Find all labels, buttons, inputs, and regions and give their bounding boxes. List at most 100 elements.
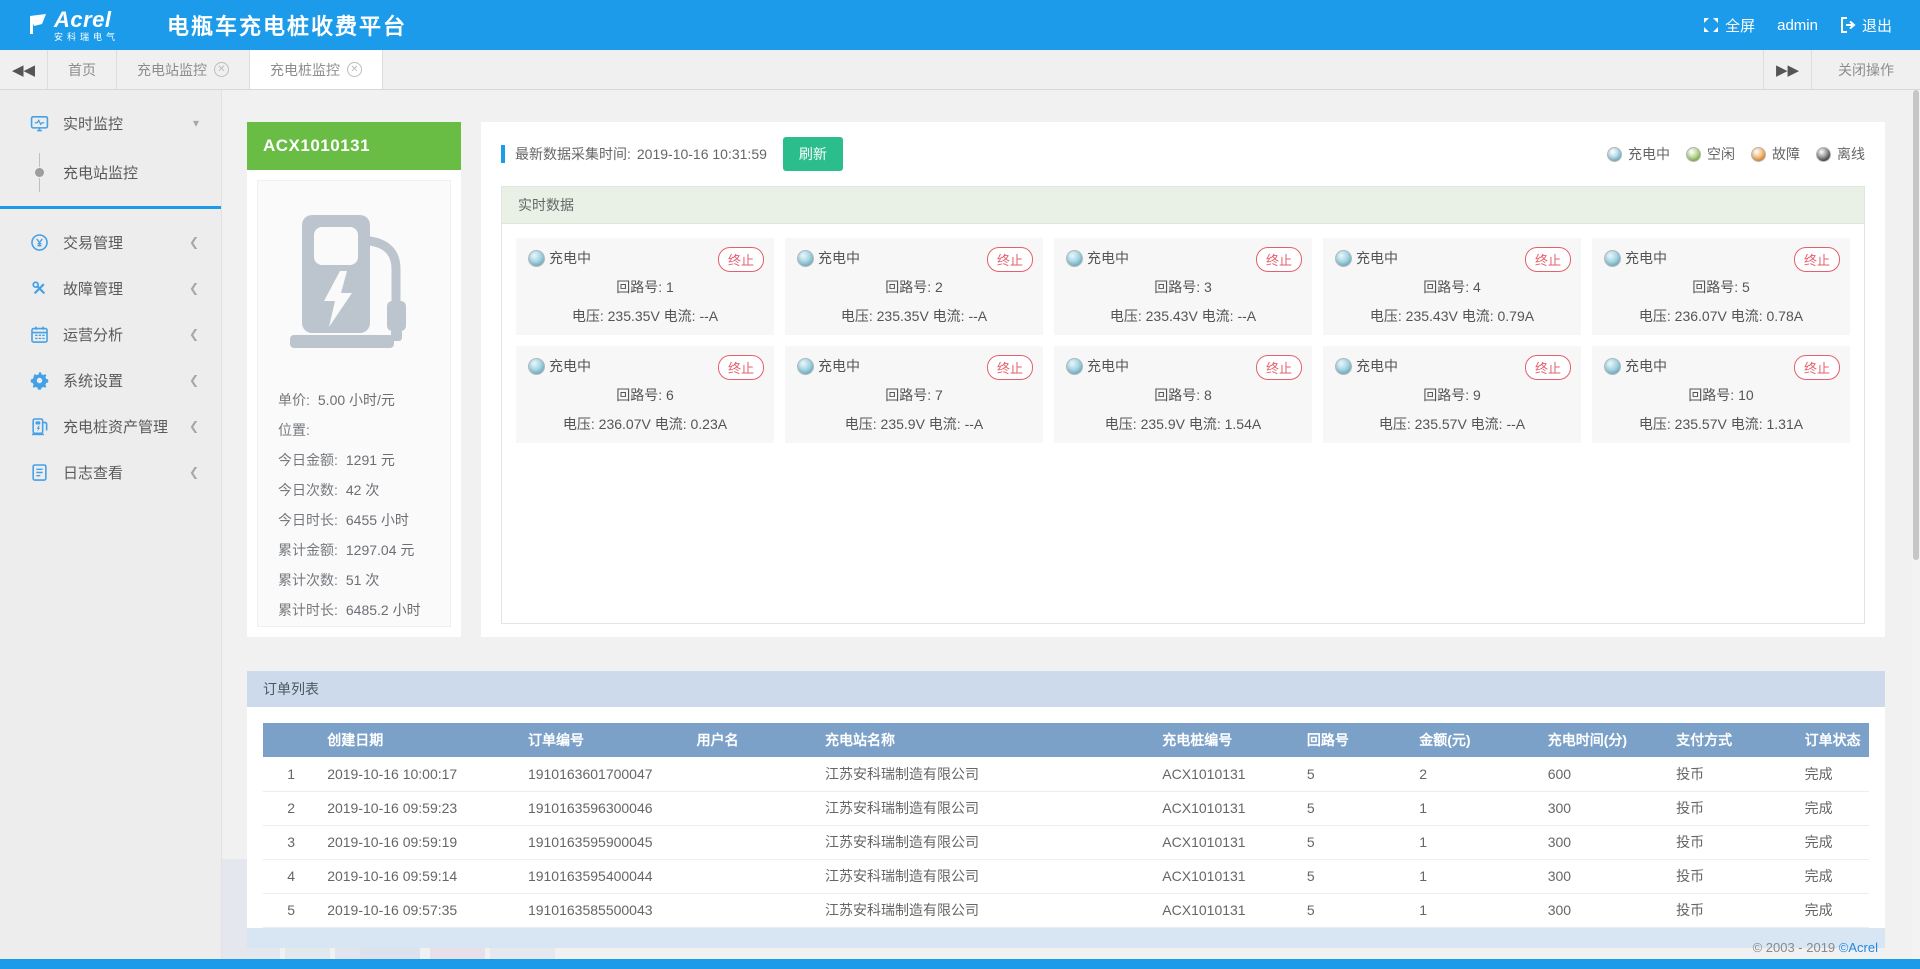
channel-card: 充电中 终止 回路号: 1 电压: 235.35V 电流: --A: [516, 238, 774, 335]
main-content: ACX1010131: [222, 90, 1920, 969]
charging-pile-illustration-icon: [290, 215, 406, 348]
channel-status: 充电中: [1087, 358, 1129, 374]
stat-value: 5.00 小时/元: [317, 392, 395, 408]
order-cell: 5: [1298, 791, 1412, 826]
tabs-scroll-left-icon[interactable]: ◀◀: [0, 50, 48, 89]
terminate-button[interactable]: 终止: [1793, 247, 1840, 272]
order-cell: 投币: [1668, 825, 1797, 860]
monitor-icon: [30, 115, 49, 131]
chevron-right-icon: ❮: [188, 327, 199, 341]
channel-circuit: 回路号: 10: [1688, 387, 1754, 403]
channel-status: 充电中: [818, 250, 860, 266]
charging-status-icon: [1066, 249, 1083, 267]
station-detail-panel: ACX1010131: [247, 122, 461, 637]
terminate-button[interactable]: 终止: [717, 247, 764, 272]
tab-home[interactable]: 首页: [48, 50, 117, 89]
channel-card: 充电中 终止 回路号: 7 电压: 235.9V 电流: --A: [785, 346, 1043, 443]
order-cell: 江苏安科瑞制造有限公司: [817, 893, 1155, 928]
order-cell: 2019-10-16 09:57:35: [319, 893, 520, 928]
close-tab-icon[interactable]: ✕: [214, 62, 229, 77]
terminate-button[interactable]: 终止: [986, 247, 1033, 272]
stat-label: 累计金额:: [278, 542, 338, 558]
row-index: 3: [263, 825, 320, 860]
channel-measurements: 电压: 235.57V 电流: --A: [1378, 416, 1526, 432]
channel-status: 充电中: [549, 358, 591, 374]
fullscreen-button[interactable]: 全屏: [1703, 15, 1755, 36]
brand-subtitle: 安科瑞电气: [54, 31, 120, 42]
sidebar-item-operation-analysis[interactable]: 运营分析 ❮: [0, 311, 221, 357]
terminate-button[interactable]: 终止: [1524, 355, 1571, 380]
order-cell: 1910163601700047: [519, 757, 689, 792]
stat-value: 1291 元: [345, 452, 395, 468]
channel-card-header: 充电中: [797, 248, 1031, 268]
logout-button[interactable]: 退出: [1840, 15, 1892, 36]
tab-bar: ◀◀ 首页 充电站监控 ✕ 充电桩监控 ✕ ▶▶ 关闭操作: [0, 50, 1920, 90]
order-cell: 江苏安科瑞制造有限公司: [817, 757, 1155, 792]
stat-label: 累计时长:: [278, 602, 338, 618]
station-stat-row: 今日金额: 1291 元: [258, 445, 450, 475]
order-cell: 1910163595900045: [519, 825, 689, 860]
order-cell: [688, 791, 818, 826]
tabs-scroll-right-icon[interactable]: ▶▶: [1763, 50, 1811, 89]
terminate-button[interactable]: 终止: [1255, 247, 1302, 272]
tab-pile-monitor[interactable]: 充电桩监控 ✕: [250, 50, 383, 89]
terminate-button[interactable]: 终止: [986, 355, 1033, 380]
order-cell: 1910163585500043: [519, 893, 689, 928]
tab-station-monitor[interactable]: 充电站监控 ✕: [117, 50, 250, 89]
status-dot-icon: [1816, 146, 1831, 162]
logout-icon: [1840, 17, 1856, 33]
legend-item: 空闲: [1686, 144, 1735, 164]
scrollbar-thumb[interactable]: [1913, 90, 1919, 560]
stat-label: 单价:: [278, 392, 310, 408]
order-cell: 江苏安科瑞制造有限公司: [817, 791, 1155, 826]
close-tab-icon[interactable]: ✕: [347, 62, 362, 77]
sidebar-item-realtime-monitor[interactable]: 实时监控 ▾: [0, 100, 221, 146]
charging-pile-icon: [31, 417, 48, 435]
order-cell: 300: [1539, 791, 1669, 826]
table-row: 4 2019-10-16 09:59:14 1910163595400044 江苏安科…: [263, 859, 1869, 894]
bottom-accent-bar: [0, 959, 1920, 969]
chevron-right-icon: ❮: [188, 281, 199, 295]
close-operations-button[interactable]: 关闭操作: [1811, 50, 1920, 89]
order-cell: 完成: [1796, 859, 1869, 894]
terminate-button[interactable]: 终止: [1524, 247, 1571, 272]
footer-brand-link[interactable]: ©Acrel: [1838, 940, 1878, 955]
terminate-button[interactable]: 终止: [1255, 355, 1302, 380]
channel-measurements: 电压: 236.07V 电流: 0.23A: [562, 416, 728, 432]
orders-column-header: 支付方式: [1668, 723, 1797, 757]
sidebar-item-logs[interactable]: 日志查看 ❮: [0, 449, 221, 495]
channel-card: 充电中 终止 回路号: 10 电压: 235.57V 电流: 1.31A: [1592, 346, 1850, 443]
sidebar-item-pile-assets[interactable]: 充电桩资产管理 ❮: [0, 403, 221, 449]
order-cell: [688, 825, 818, 860]
order-cell: 投币: [1668, 791, 1797, 826]
sidebar-item-label: 运营分析: [63, 326, 124, 344]
realtime-data-title: 实时数据: [502, 187, 1864, 224]
channel-card-header: 充电中: [1066, 356, 1300, 376]
order-cell: 600: [1539, 757, 1669, 792]
table-row: 3 2019-10-16 09:59:19 1910163595900045 江苏安科…: [263, 825, 1869, 860]
legend-label: 空闲: [1707, 146, 1735, 162]
station-stat-row: 今日时长: 6455 小时: [258, 505, 450, 535]
order-cell: 2019-10-16 10:00:17: [319, 757, 520, 792]
terminate-button[interactable]: 终止: [717, 355, 764, 380]
channel-card: 充电中 终止 回路号: 4 电压: 235.43V 电流: 0.79A: [1323, 238, 1581, 335]
orders-column-header: 用户名: [688, 723, 818, 757]
channel-status: 充电中: [549, 250, 591, 266]
station-stat-row: 位置:: [258, 415, 450, 445]
sidebar-item-faults[interactable]: 故障管理 ❮: [0, 265, 221, 311]
sidebar-item-transactions[interactable]: 交易管理 ❮: [0, 219, 221, 265]
sidebar-item-label: 实时监控: [63, 115, 124, 133]
page-title: 电瓶车充电桩收费平台: [167, 14, 408, 39]
channel-card-header: 充电中: [797, 356, 1031, 376]
sidebar-item-label: 故障管理: [63, 280, 124, 298]
user-menu[interactable]: admin: [1777, 16, 1818, 34]
sidebar-item-charging-station-monitor[interactable]: 充电站监控: [0, 146, 221, 198]
refresh-button[interactable]: 刷新: [782, 137, 843, 171]
orders-column-header: 充电时间(分): [1539, 723, 1669, 757]
legend-item: 离线: [1816, 144, 1865, 164]
channel-measurements: 电压: 235.35V 电流: --A: [840, 308, 988, 324]
terminate-button[interactable]: 终止: [1793, 355, 1840, 380]
channel-circuit: 回路号: 1: [616, 279, 674, 295]
sidebar-item-system-settings[interactable]: 系统设置 ❮: [0, 357, 221, 403]
order-cell: 2019-10-16 09:59:14: [319, 859, 520, 894]
